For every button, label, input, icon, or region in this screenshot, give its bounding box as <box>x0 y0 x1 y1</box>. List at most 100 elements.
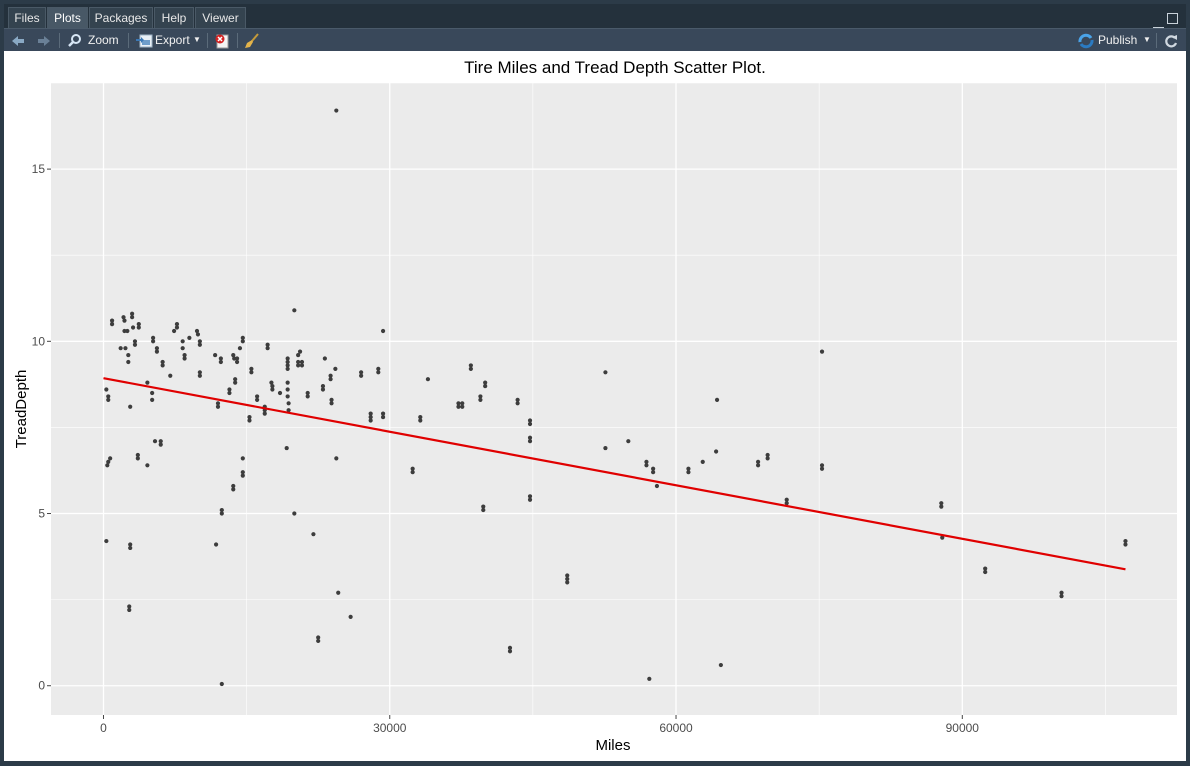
data-point <box>460 401 465 406</box>
data-point <box>145 463 150 468</box>
trend-line-group <box>103 377 1126 571</box>
y-tick-label: 0 <box>38 679 45 693</box>
data-point <box>939 501 944 506</box>
data-point <box>329 397 334 402</box>
data-point <box>218 356 223 361</box>
data-point <box>410 470 415 475</box>
data-point <box>104 387 109 392</box>
data-point <box>182 356 187 361</box>
publish-button[interactable]: Publish <box>1098 33 1138 47</box>
data-point <box>297 349 303 354</box>
trend-line <box>103 377 1126 571</box>
data-point <box>527 439 533 444</box>
data-point <box>158 439 163 444</box>
data-point <box>197 373 202 378</box>
data-point <box>106 397 111 402</box>
x-tick-label: 60000 <box>659 721 693 735</box>
data-point <box>285 387 290 392</box>
broom-clear-icon[interactable] <box>244 32 260 50</box>
plots-toolbar: Zoom Export ▼ Publish ▼ <box>4 28 1186 51</box>
y-tick-label: 5 <box>38 507 45 521</box>
toolbar-separator <box>237 33 238 48</box>
data-point <box>118 346 123 351</box>
data-point <box>240 339 245 344</box>
data-point <box>939 504 944 509</box>
data-point <box>197 370 202 375</box>
data-point <box>418 414 423 420</box>
data-point <box>128 404 133 409</box>
data-point <box>233 380 238 385</box>
data-point <box>328 377 333 382</box>
data-point <box>292 308 297 313</box>
data-point <box>108 456 113 461</box>
refresh-icon[interactable] <box>1163 32 1179 50</box>
data-point <box>603 445 608 451</box>
data-point <box>425 377 431 382</box>
tab-files[interactable]: Files <box>8 7 46 28</box>
tab-viewer[interactable]: Viewer <box>195 7 246 28</box>
x-axis-ticks: 0 30000 60000 90000 <box>100 715 979 735</box>
publish-dropdown-icon[interactable]: ▼ <box>1143 35 1151 44</box>
data-point <box>213 352 218 358</box>
data-point <box>277 390 283 396</box>
export-dropdown-icon[interactable]: ▼ <box>193 35 201 44</box>
data-point <box>106 459 111 464</box>
x-axis-label: Miles <box>595 737 630 754</box>
data-point <box>299 359 305 365</box>
data-point <box>755 459 761 464</box>
data-point <box>527 497 533 502</box>
data-point <box>380 328 386 334</box>
data-point <box>468 363 473 368</box>
export-button[interactable]: Export <box>155 33 190 47</box>
data-point <box>718 662 723 668</box>
data-point <box>316 635 321 640</box>
x-tick-label: 30000 <box>373 721 407 735</box>
data-point <box>126 352 131 358</box>
data-point <box>154 349 160 354</box>
data-point <box>322 356 327 361</box>
tab-plots[interactable]: Plots <box>47 7 88 28</box>
data-point <box>654 483 660 489</box>
x-tick-label: 90000 <box>946 721 980 735</box>
data-point <box>507 645 513 650</box>
data-point <box>286 401 291 406</box>
data-point <box>527 494 533 499</box>
data-point <box>311 532 316 537</box>
data-point <box>460 404 465 409</box>
data-point <box>299 363 305 368</box>
data-point <box>333 366 338 371</box>
data-point <box>130 315 135 320</box>
maximize-icon[interactable] <box>1167 13 1178 24</box>
data-point <box>644 463 649 468</box>
data-point <box>481 507 486 513</box>
data-point <box>135 452 140 458</box>
data-point <box>292 511 297 516</box>
data-point <box>240 335 245 340</box>
data-point <box>160 359 165 365</box>
tab-help[interactable]: Help <box>154 7 194 28</box>
forward-arrow-icon[interactable] <box>36 32 52 50</box>
data-point <box>265 342 270 347</box>
data-point <box>125 328 130 334</box>
tab-packages[interactable]: Packages <box>89 7 153 28</box>
data-point <box>240 456 245 461</box>
data-point <box>359 370 364 375</box>
data-point <box>305 390 310 396</box>
data-point <box>270 387 275 392</box>
data-point <box>296 352 301 358</box>
data-point <box>336 590 341 595</box>
data-point <box>1059 594 1064 599</box>
remove-plot-icon[interactable] <box>214 32 230 50</box>
data-point <box>316 638 321 644</box>
data-point <box>784 497 789 502</box>
data-point <box>320 383 326 389</box>
back-arrow-icon[interactable] <box>10 32 26 50</box>
scatter-plot-chart: Tire Miles and Tread Depth Scatter Plot.… <box>13 58 1177 754</box>
data-point <box>237 346 243 351</box>
data-point <box>348 614 353 619</box>
y-axis-label: TreadDepth <box>13 370 30 449</box>
data-point <box>456 404 461 409</box>
zoom-icon <box>68 34 81 47</box>
data-point <box>247 418 252 423</box>
zoom-button[interactable]: Zoom <box>88 33 119 47</box>
